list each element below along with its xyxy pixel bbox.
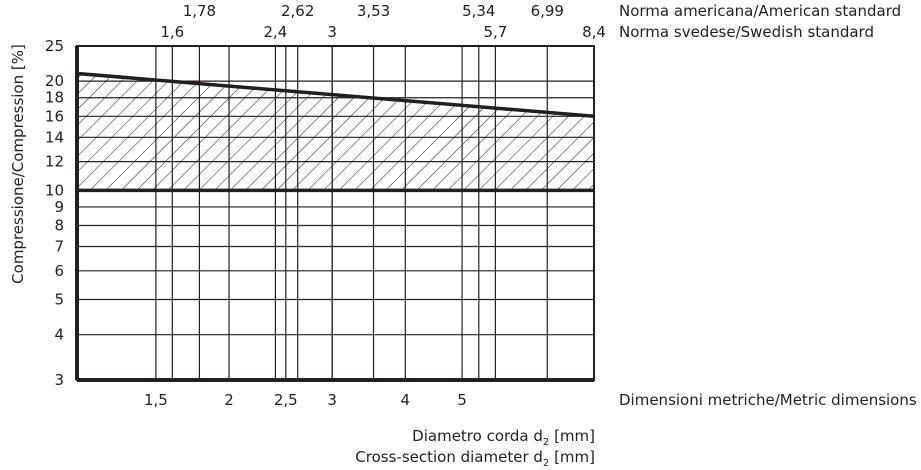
hatched-area: [77, 73, 594, 191]
x-axis-label-english: Cross-section diameter d2 [mm]: [355, 448, 595, 469]
y-tick-label: 20: [45, 72, 64, 90]
y-tick-label: 4: [54, 326, 64, 344]
x-tick-label: 2,4: [263, 23, 287, 41]
x-tick-label: 2,62: [281, 2, 314, 20]
y-tick-label: 14: [45, 128, 64, 146]
x-tick-label: 6,99: [531, 2, 564, 20]
axis-scale-name: Dimensioni metriche/Metric dimensions: [619, 391, 917, 409]
y-tick-label: 8: [54, 216, 64, 234]
bound-lines: [76, 71, 595, 193]
x-tick-label: 4: [401, 391, 411, 409]
x-tick-label: 1,78: [183, 2, 216, 20]
x-tick-label: 5,34: [462, 2, 495, 20]
y-tick-label: 9: [54, 198, 64, 216]
axis-scale-name: Norma americana/American standard: [619, 2, 901, 20]
y-tick-label: 5: [54, 291, 64, 309]
hatched-compression-band: [77, 73, 594, 191]
x-tick-label: 5,7: [483, 23, 507, 41]
y-tick-label: 12: [45, 153, 64, 171]
x-axis-label: Diametro corda d2 [mm]: [412, 427, 595, 448]
upper-bound-line: [76, 71, 595, 119]
x-tick-label: 2,5: [274, 391, 298, 409]
x-tick-label: 2: [224, 391, 234, 409]
y-tick-label: 16: [45, 107, 64, 125]
y-axis-label: Compressione/Compression [%]: [9, 44, 27, 284]
y-tick-label: 18: [45, 89, 64, 107]
axis-scale-name: Norma svedese/Swedish standard: [619, 23, 874, 41]
y-tick-label: 6: [54, 262, 64, 280]
x-tick-labels: 1,5 2 2,5 3 4 5 Dimensioni metriche/Metric dim…: [144, 2, 917, 409]
y-tick-label: 7: [54, 238, 64, 256]
y-tick-label: 3: [54, 371, 64, 389]
y-tick-label: 10: [45, 181, 64, 199]
x-tick-label: 5: [457, 391, 467, 409]
x-tick-label: 3: [327, 391, 337, 409]
x-tick-label: 3,53: [357, 2, 390, 20]
y-tick-label: 25: [45, 37, 64, 55]
x-tick-label: 3: [327, 23, 337, 41]
x-tick-label: 1,5: [144, 391, 168, 409]
x-tick-label: 8,4: [582, 23, 606, 41]
x-tick-label: 1,6: [160, 23, 184, 41]
